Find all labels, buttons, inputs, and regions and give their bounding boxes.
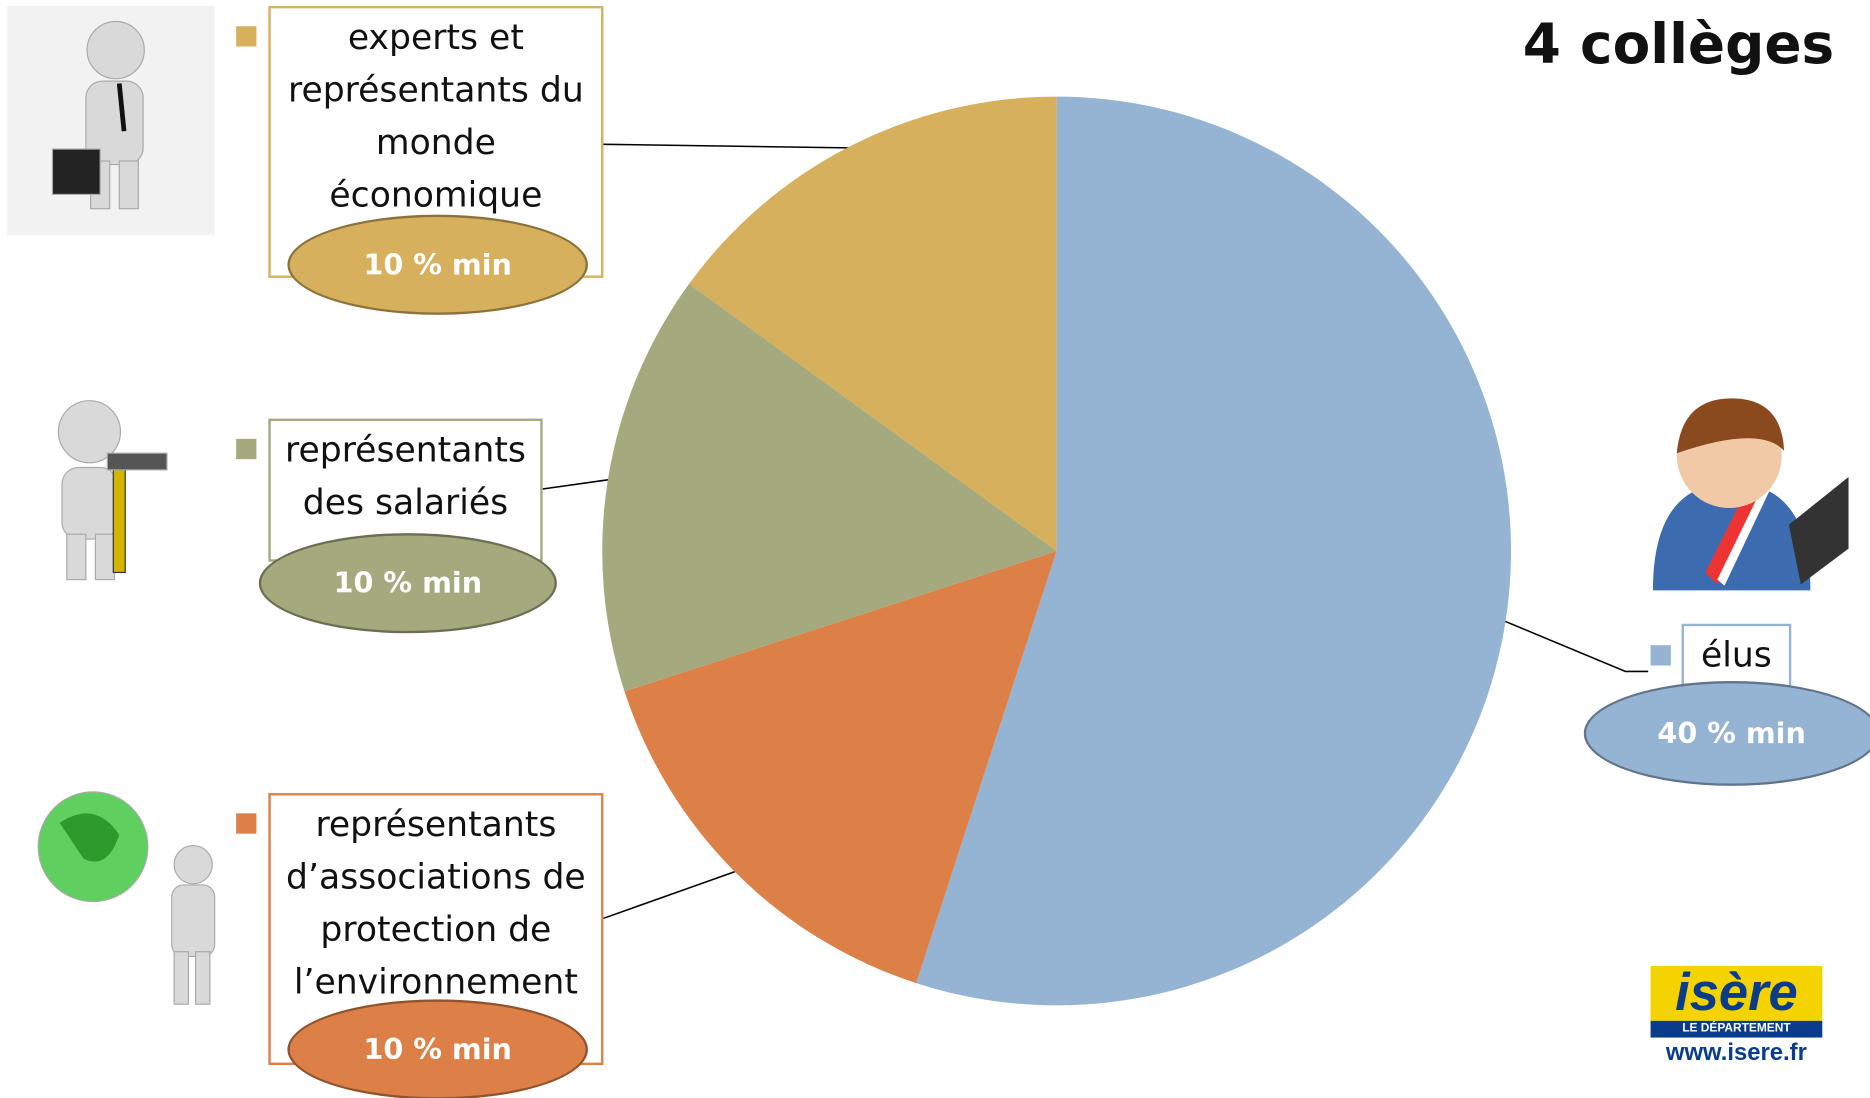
logo-name: isère [1651, 966, 1823, 1021]
leader-line [603, 872, 734, 919]
icon-elected [1653, 398, 1849, 590]
icon-worker [58, 401, 167, 580]
logo-url: www.isere.fr [1651, 1038, 1823, 1069]
legend-swatch [1651, 645, 1671, 665]
leader-line [543, 479, 611, 489]
title: 4 collèges [1523, 12, 1834, 76]
legend-swatch [236, 439, 256, 459]
annotation: 10 % min [259, 533, 557, 633]
icon-globe [38, 792, 215, 1004]
annotation: 40 % min [1584, 681, 1870, 786]
annotation: 10 % min [287, 999, 588, 1098]
legend-swatch [236, 813, 256, 833]
label-box: élus [1682, 624, 1792, 690]
logo: isère LE DÉPARTEMENT www.isere.fr [1651, 966, 1823, 1069]
icon-businessman [7, 6, 215, 235]
legend-swatch [236, 26, 256, 46]
logo-subtitle: LE DÉPARTEMENT [1651, 1021, 1823, 1038]
leader-line [1505, 621, 1648, 671]
annotation: 10 % min [287, 215, 588, 315]
slide: 4 collèges experts et représentants du m… [0, 0, 1870, 1097]
leader-line [603, 144, 849, 148]
pie [602, 97, 1511, 1006]
